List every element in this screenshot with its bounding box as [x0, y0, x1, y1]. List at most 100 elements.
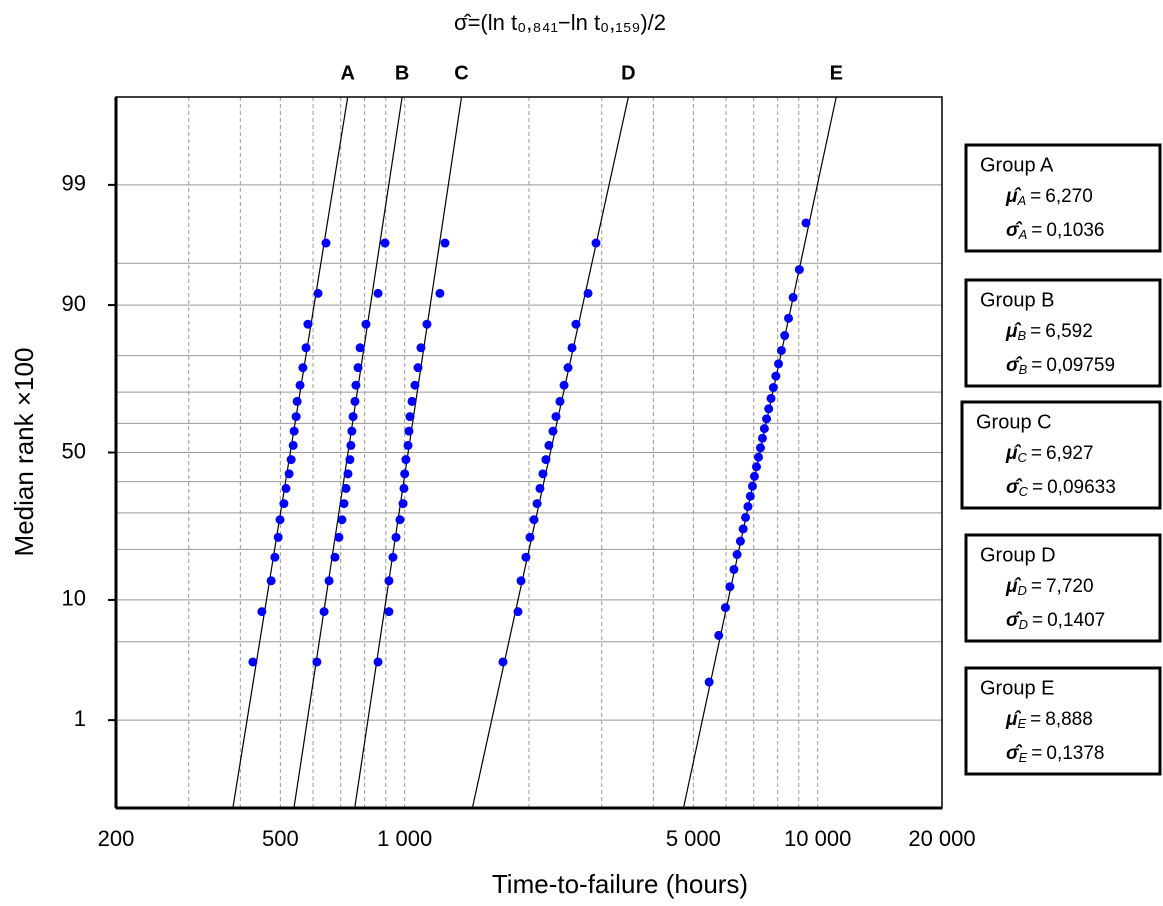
sigma-symbol: σ̂	[1006, 220, 1023, 241]
data-point	[559, 380, 569, 390]
sigma-subscript: A	[1018, 227, 1028, 242]
fit-line	[682, 97, 837, 808]
data-point	[538, 469, 548, 479]
data-point	[395, 515, 405, 525]
data-point	[732, 550, 742, 560]
data-point	[266, 576, 276, 586]
x-tick-label: 200	[98, 826, 135, 851]
y-tick-label: 90	[62, 291, 86, 316]
data-point	[768, 383, 778, 393]
relation: =	[1032, 477, 1043, 498]
legend-mu: μ̂E = 8,888	[1005, 709, 1093, 731]
data-point	[298, 363, 308, 373]
data-point	[774, 359, 784, 369]
fit-line	[232, 97, 349, 808]
data-point	[771, 371, 781, 381]
data-point	[529, 515, 539, 525]
data-point	[351, 380, 361, 390]
data-point	[544, 440, 554, 450]
data-point	[257, 607, 267, 617]
data-point	[399, 483, 409, 493]
data-point	[801, 218, 811, 228]
x-tick-label: 500	[262, 826, 299, 851]
data-point	[391, 532, 401, 542]
data-point	[405, 412, 415, 422]
data-point	[738, 524, 748, 534]
legend-mu: μ̂A = 6,270	[1005, 186, 1093, 208]
data-point	[334, 532, 344, 542]
legend-mu: μ̂C = 6,927	[1005, 443, 1094, 465]
relation: =	[1031, 743, 1042, 764]
data-point	[343, 469, 353, 479]
data-point	[284, 469, 294, 479]
sigma-symbol: σ̂	[1006, 743, 1023, 764]
mu-subscript: E	[1017, 716, 1026, 731]
data-point	[341, 483, 351, 493]
legend-box	[960, 400, 1162, 510]
data-point	[403, 440, 413, 450]
data-point	[270, 552, 280, 562]
sigma-subscript: C	[1019, 484, 1029, 499]
data-point	[516, 576, 526, 586]
data-point	[312, 657, 322, 667]
x-axis-label: Time-to-failure (hours)	[492, 869, 748, 899]
data-point	[745, 491, 755, 501]
data-point	[380, 238, 390, 248]
data-point	[563, 363, 573, 373]
data-point	[398, 499, 408, 509]
plot-area	[232, 97, 837, 808]
data-point	[749, 471, 759, 481]
legend-sigma: σ̂C = 0,09633	[1006, 477, 1116, 499]
mu-symbol: μ̂	[1005, 186, 1021, 207]
mu-value: 6,927	[1046, 443, 1094, 464]
data-point	[776, 345, 786, 355]
legend-mu: μ̂D = 7,720	[1005, 576, 1094, 598]
data-point	[784, 313, 794, 323]
legend-name: Group C	[976, 411, 1052, 433]
data-point	[735, 536, 745, 546]
sigma-subscript: D	[1019, 617, 1028, 632]
data-point	[350, 396, 360, 406]
data-point	[301, 343, 311, 353]
data-point	[535, 483, 545, 493]
legend-box	[964, 278, 1162, 388]
legend-name: Group A	[980, 154, 1054, 176]
legend-name: Group B	[980, 289, 1054, 311]
data-point	[571, 319, 581, 329]
legend-sigma: σ̂E = 0,1378	[1006, 743, 1105, 765]
data-point	[373, 288, 383, 298]
data-point	[780, 331, 790, 341]
data-point	[345, 455, 355, 465]
data-point	[279, 499, 289, 509]
data-point	[404, 426, 414, 436]
data-point	[747, 481, 757, 491]
sigma-value: 0,1036	[1046, 220, 1104, 241]
data-point	[704, 677, 714, 687]
data-point	[541, 455, 551, 465]
data-point	[766, 393, 776, 403]
legend-name: Group E	[980, 677, 1054, 699]
mu-symbol: μ̂	[1005, 709, 1021, 730]
sigma-value: 0,09633	[1047, 477, 1116, 498]
data-point	[521, 552, 531, 562]
sigma-subscript: B	[1019, 362, 1028, 377]
data-point	[407, 396, 417, 406]
data-point	[413, 363, 423, 373]
mu-symbol: μ̂	[1005, 443, 1021, 464]
data-point	[532, 499, 542, 509]
relation: =	[1032, 610, 1043, 631]
data-point	[373, 657, 383, 667]
sigma-symbol: σ̂	[1006, 355, 1023, 376]
data-point	[741, 512, 751, 522]
data-point	[400, 469, 410, 479]
data-point	[401, 455, 411, 465]
relation: =	[1031, 355, 1042, 376]
data-point	[288, 440, 298, 450]
line-label: D	[621, 62, 635, 84]
data-point	[754, 452, 764, 462]
fit-line	[293, 97, 403, 808]
mu-subscript: A	[1016, 193, 1026, 208]
legend-box	[964, 143, 1162, 253]
data-point	[725, 582, 735, 592]
